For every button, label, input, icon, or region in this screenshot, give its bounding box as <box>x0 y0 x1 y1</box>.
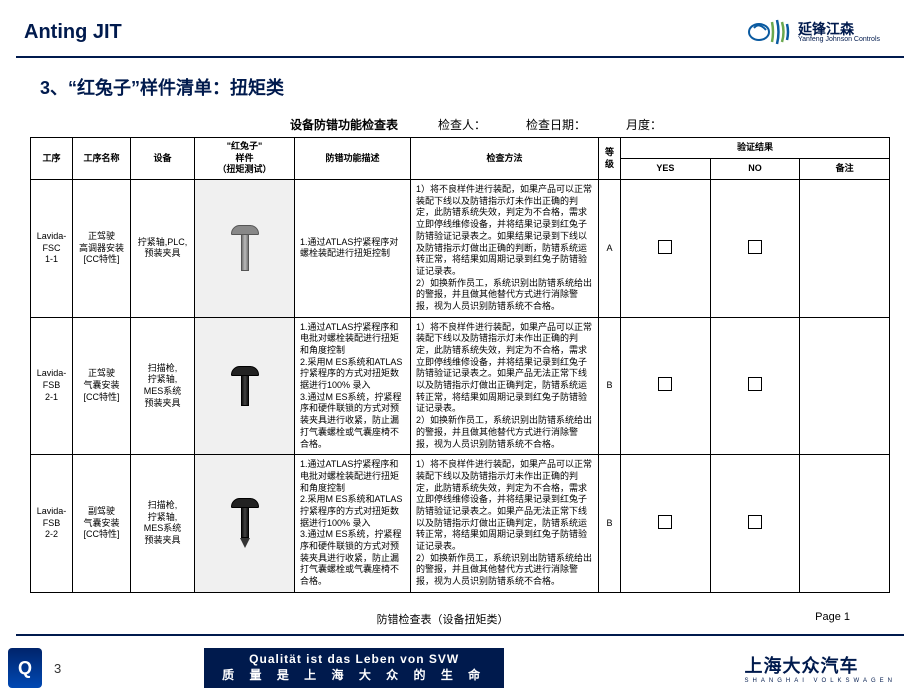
col-desc: 防错功能描述 <box>295 138 411 180</box>
swirl-icon <box>744 16 792 48</box>
col-no: NO <box>710 159 800 180</box>
sheet-title: 设备防错功能检查表 <box>290 116 398 133</box>
col-sample: "红兔子" 样件 （扭矩测试） <box>195 138 295 180</box>
svw-sub: SHANGHAI VOLKSWAGEN <box>745 678 896 684</box>
slogan-cn: 质 量 是 上 海 大 众 的 生 命 <box>222 668 486 684</box>
footer: Q 3 Qualität ist das Leben von SVW 质 量 是… <box>0 634 920 690</box>
slogan-de: Qualität ist das Leben von SVW <box>222 652 486 668</box>
sheet-header: 设备防错功能检查表 检查人： 检查日期： 月度： <box>30 116 890 133</box>
freq-label: 月度： <box>626 116 662 133</box>
footer-divider <box>16 634 904 636</box>
brand-name-cn: 延锋江森 <box>798 22 880 36</box>
table-row: Lavida-FSC 1-1正驾驶 高调器安装 [CC特性]拧紧轴,PLC,预装… <box>31 180 890 318</box>
col-lvl: 等级 <box>599 138 621 180</box>
col-note: 备注 <box>800 159 890 180</box>
sample-image <box>195 317 295 455</box>
sheet-page: Page 1 <box>815 611 850 627</box>
col-eq: 设备 <box>131 138 195 180</box>
checkbox-yes[interactable] <box>658 240 672 254</box>
table-row: Lavida-FSB 2-2副驾驶 气囊安装 [CC特性]扫描枪, 拧紧轴, M… <box>31 455 890 593</box>
q-badge-icon: Q <box>8 648 42 688</box>
sheet-caption: 防错检查表（设备扭矩类） <box>377 611 509 627</box>
check-table: 工序 工序名称 设备 "红兔子" 样件 （扭矩测试） 防错功能描述 检查方法 等… <box>30 137 890 593</box>
col-result: 验证结果 <box>621 138 890 159</box>
checkbox-no[interactable] <box>748 515 762 529</box>
checkbox-no[interactable] <box>748 377 762 391</box>
col-name: 工序名称 <box>73 138 131 180</box>
checkbox-no[interactable] <box>748 240 762 254</box>
inspector-label: 检查人： <box>438 116 486 133</box>
col-gx: 工序 <box>31 138 73 180</box>
sheet: 设备防错功能检查表 检查人： 检查日期： 月度： 工序 工序名称 设备 "红兔子… <box>0 108 920 635</box>
page-title: Anting JIT <box>24 21 122 44</box>
section-title: 3、“红兔子”样件清单：扭矩类 <box>0 58 920 108</box>
checkbox-yes[interactable] <box>658 515 672 529</box>
table-row: Lavida-FSB 2-1正驾驶 气囊安装 [CC特性]扫描枪, 拧紧轴, M… <box>31 317 890 455</box>
brand-name-en: Yanfeng Johnson Controls <box>798 36 880 43</box>
svw-logo: 上海大众汽车 <box>745 652 896 678</box>
sheet-footer: 防错检查表（设备扭矩类） Page 1 <box>30 593 890 627</box>
brand-logo: 延锋江森 Yanfeng Johnson Controls <box>744 16 880 48</box>
page-number: 3 <box>54 661 84 676</box>
header: Anting JIT 延锋江森 Yanfeng Johnson Controls <box>0 0 920 56</box>
date-label: 检查日期： <box>526 116 586 133</box>
col-method: 检查方法 <box>411 138 599 180</box>
sample-image <box>195 180 295 318</box>
quality-slogan: Qualität ist das Leben von SVW 质 量 是 上 海… <box>204 648 504 687</box>
col-yes: YES <box>621 159 711 180</box>
checkbox-yes[interactable] <box>658 377 672 391</box>
sample-image <box>195 455 295 593</box>
